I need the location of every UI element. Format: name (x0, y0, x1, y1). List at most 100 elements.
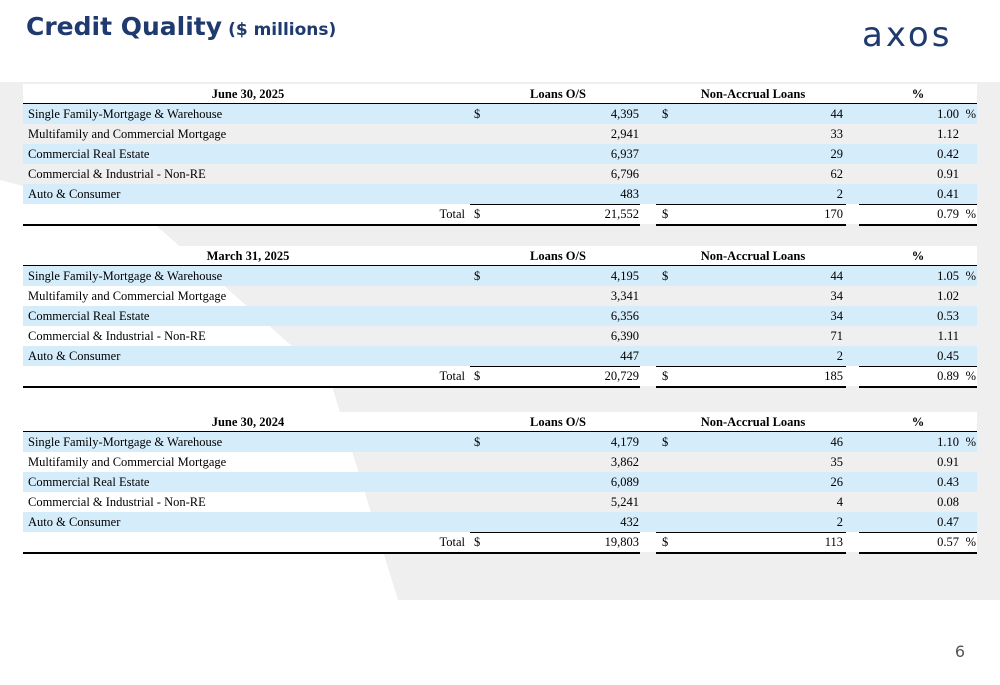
title-units: ($ millions) (228, 20, 337, 40)
total-nonaccrual-currency: $ (662, 535, 669, 549)
loans-header: Loans O/S (530, 87, 586, 101)
loans-currency: $ (474, 435, 481, 449)
nonaccrual-value: 46 (830, 435, 844, 449)
pct-header: % (911, 415, 925, 429)
nonaccrual-value: 35 (830, 455, 844, 469)
nonaccrual-header: Non-Accrual Loans (700, 87, 806, 101)
row-label: Multifamily and Commercial Mortgage (28, 289, 227, 303)
row-label: Commercial Real Estate (28, 475, 150, 489)
nonaccrual-value: 44 (830, 269, 844, 283)
pct-value: 0.91 (937, 167, 959, 181)
table-row: Single Family-Mortgage & Warehouse $4,179… (23, 432, 977, 452)
total-row: Total $19,803 $113 0.57% (23, 532, 977, 554)
nonaccrual-value: 62 (830, 167, 844, 181)
table-row: Commercial Real Estate 6,937 29 0.42 (23, 144, 977, 164)
pct-value: 0.45 (937, 349, 959, 363)
title-text: Credit Quality (26, 12, 223, 41)
pct-value: 1.10 (937, 435, 959, 449)
loans-currency: $ (474, 107, 481, 121)
table-row: Commercial Real Estate 6,089 26 0.43 (23, 472, 977, 492)
total-label: Total (439, 535, 465, 549)
total-row: Total $20,729 $185 0.89% (23, 366, 977, 388)
nonaccrual-currency: $ (662, 435, 669, 449)
table-row: Auto & Consumer 483 2 0.41 (23, 184, 977, 204)
nonaccrual-value: 26 (830, 475, 844, 489)
loans-value: 2,941 (610, 127, 639, 141)
total-pct-sign: % (965, 535, 976, 549)
total-nonaccrual-value: 170 (824, 207, 843, 221)
row-label: Single Family-Mortgage & Warehouse (28, 107, 223, 121)
pct-value: 1.02 (937, 289, 959, 303)
table-row: Single Family-Mortgage & Warehouse $4,395… (23, 104, 977, 124)
table-row: Commercial & Industrial - Non-RE 6,390 71 1… (23, 326, 977, 346)
table-header: June 30, 2025 Loans O/S Non-Accrual Loans% (23, 84, 977, 105)
loans-value: 4,195 (610, 269, 639, 283)
row-label: Commercial & Industrial - Non-RE (28, 329, 206, 343)
total-loans-currency: $ (474, 535, 481, 549)
loans-value: 483 (620, 187, 639, 201)
credit-quality-table: June 30, 2025 Loans O/S Non-Accrual Loans%… (23, 84, 977, 226)
pct-value: 0.91 (937, 455, 959, 469)
nonaccrual-value: 2 (836, 515, 843, 529)
nonaccrual-value: 71 (830, 329, 844, 343)
row-label: Commercial Real Estate (28, 147, 150, 161)
row-label: Commercial & Industrial - Non-RE (28, 167, 206, 181)
total-pct-value: 0.57 (937, 535, 959, 549)
total-loans-currency: $ (474, 207, 481, 221)
table-row: Commercial Real Estate 6,356 34 0.53 (23, 306, 977, 326)
total-pct-value: 0.79 (937, 207, 959, 221)
nonaccrual-header: Non-Accrual Loans (700, 249, 806, 263)
page-number: 6 (954, 642, 965, 661)
loans-value: 3,862 (610, 455, 639, 469)
row-label: Single Family-Mortgage & Warehouse (28, 435, 223, 449)
pct-value: 0.43 (937, 475, 959, 489)
loans-value: 447 (620, 349, 639, 363)
nonaccrual-value: 33 (830, 127, 844, 141)
total-nonaccrual-value: 185 (824, 369, 843, 383)
loans-value: 6,796 (610, 167, 639, 181)
loans-value: 6,089 (610, 475, 639, 489)
total-loans-currency: $ (474, 369, 481, 383)
pct-value: 0.08 (937, 495, 959, 509)
nonaccrual-value: 44 (830, 107, 844, 121)
nonaccrual-value: 29 (830, 147, 844, 161)
table-header: June 30, 2024 Loans O/S Non-Accrual Loans% (23, 412, 977, 433)
loans-value: 3,341 (610, 289, 639, 303)
row-label: Multifamily and Commercial Mortgage (28, 127, 227, 141)
loans-value: 5,241 (610, 495, 639, 509)
pct-value: 1.12 (937, 127, 959, 141)
nonaccrual-value: 34 (830, 289, 844, 303)
row-label: Multifamily and Commercial Mortgage (28, 455, 227, 469)
pct-value: 1.11 (937, 329, 959, 343)
total-pct-sign: % (965, 207, 976, 221)
nonaccrual-currency: $ (662, 269, 669, 283)
pct-sign: % (965, 269, 976, 283)
row-label: Commercial Real Estate (28, 309, 150, 323)
page-title: Credit Quality ($ millions) (26, 12, 336, 41)
loans-header: Loans O/S (530, 249, 586, 263)
pct-value: 0.42 (937, 147, 959, 161)
total-pct-sign: % (965, 369, 976, 383)
total-loans-value: 20,729 (604, 369, 639, 383)
credit-quality-table: March 31, 2025 Loans O/S Non-Accrual Loans… (23, 246, 977, 388)
pct-header: % (911, 87, 925, 101)
table-row: Multifamily and Commercial Mortgage 2,941… (23, 124, 977, 144)
credit-quality-table: June 30, 2024 Loans O/S Non-Accrual Loans%… (23, 412, 977, 554)
nonaccrual-currency: $ (662, 107, 669, 121)
logo-text: axos (862, 17, 952, 51)
total-nonaccrual-currency: $ (662, 369, 669, 383)
nonaccrual-value: 34 (830, 309, 844, 323)
table-row: Commercial & Industrial - Non-RE 6,796 62 0… (23, 164, 977, 184)
total-nonaccrual-value: 113 (824, 535, 843, 549)
period-header: March 31, 2025 (206, 249, 290, 263)
pct-value: 1.00 (937, 107, 959, 121)
nonaccrual-header: Non-Accrual Loans (700, 415, 806, 429)
total-pct-value: 0.89 (937, 369, 959, 383)
table-row: Multifamily and Commercial Mortgage 3,341… (23, 286, 977, 306)
row-label: Auto & Consumer (28, 187, 121, 201)
pct-value: 0.53 (937, 309, 959, 323)
table-row: Auto & Consumer 432 2 0.47 (23, 512, 977, 532)
axos-logo: axos (862, 17, 952, 51)
nonaccrual-value: 2 (836, 187, 843, 201)
table-row: Single Family-Mortgage & Warehouse $4,195… (23, 266, 977, 286)
